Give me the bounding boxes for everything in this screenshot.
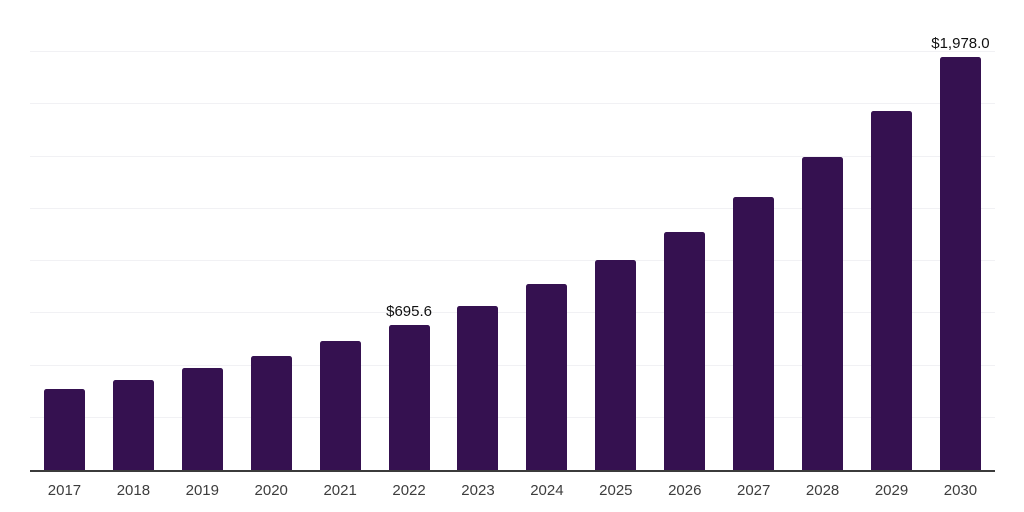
gridline-750 bbox=[30, 312, 995, 314]
x-tick-2021: 2021 bbox=[323, 482, 357, 499]
x-tick-2018: 2018 bbox=[116, 482, 151, 499]
x-tick-2030: 2030 bbox=[943, 482, 978, 499]
x-tick-2029: 2029 bbox=[874, 482, 909, 499]
gridline-1750 bbox=[30, 103, 995, 105]
bar-2023 bbox=[457, 306, 499, 470]
gridline-250 bbox=[30, 416, 995, 418]
gridline-1250 bbox=[30, 207, 995, 209]
x-tick-2017: 2017 bbox=[47, 482, 82, 499]
bar-2022 bbox=[388, 324, 430, 470]
bar-2018 bbox=[112, 379, 154, 470]
plot-area: $695.6 $1,978.0 bbox=[30, 0, 995, 470]
bar-slot-2021 bbox=[306, 0, 375, 470]
bar-slot-2019 bbox=[168, 0, 237, 470]
gridline-500 bbox=[30, 364, 995, 366]
bar-2021 bbox=[319, 340, 361, 470]
bar-slot-2017 bbox=[30, 0, 99, 470]
x-tick-2019: 2019 bbox=[185, 482, 219, 499]
x-tick-2023: 2023 bbox=[461, 482, 495, 499]
gridline-1000 bbox=[30, 260, 995, 262]
x-tick-2027: 2027 bbox=[736, 482, 771, 499]
bar-slot-2027 bbox=[719, 0, 788, 470]
bar-2029 bbox=[871, 110, 913, 470]
bar-slot-2023 bbox=[444, 0, 513, 470]
bar-slot-2024 bbox=[512, 0, 581, 470]
bar-slot-2022: $695.6 bbox=[375, 0, 444, 470]
x-tick-2020: 2020 bbox=[254, 482, 288, 499]
bar-slot-2020 bbox=[237, 0, 306, 470]
x-tick-2028: 2028 bbox=[805, 482, 840, 499]
bar-2027 bbox=[733, 197, 775, 470]
gridline-1500 bbox=[30, 155, 995, 157]
bar-2024 bbox=[526, 284, 568, 470]
bar-2019 bbox=[181, 367, 223, 470]
bar-slot-2025 bbox=[581, 0, 650, 470]
bar-2020 bbox=[250, 356, 292, 470]
x-axis-line bbox=[30, 470, 995, 472]
x-axis-labels: 2017 2018 2019 2020 2021 2022 2023 2024 2025 2026… bbox=[30, 482, 995, 500]
bar-2026 bbox=[664, 231, 706, 470]
bar-2025 bbox=[595, 260, 637, 470]
bar-slot-2030: $1,978.0 bbox=[926, 0, 995, 470]
value-label-2030: $1,978.0 bbox=[931, 34, 990, 52]
gridline-2000 bbox=[30, 51, 995, 53]
bar-slot-2026 bbox=[650, 0, 719, 470]
bar-slot-2018 bbox=[99, 0, 168, 470]
bar-slot-2029 bbox=[857, 0, 926, 470]
x-tick-2022: 2022 bbox=[392, 482, 426, 499]
x-tick-2025: 2025 bbox=[599, 482, 633, 499]
bar-2028 bbox=[802, 156, 844, 470]
x-tick-2026: 2026 bbox=[668, 482, 702, 499]
bar-2017 bbox=[43, 388, 85, 470]
bar-slot-2028 bbox=[788, 0, 857, 470]
value-label-2022: $695.6 bbox=[386, 302, 433, 320]
bars-container: $695.6 $1,978.0 bbox=[30, 0, 995, 470]
x-tick-2024: 2024 bbox=[530, 482, 564, 499]
bar-2030 bbox=[939, 56, 981, 470]
